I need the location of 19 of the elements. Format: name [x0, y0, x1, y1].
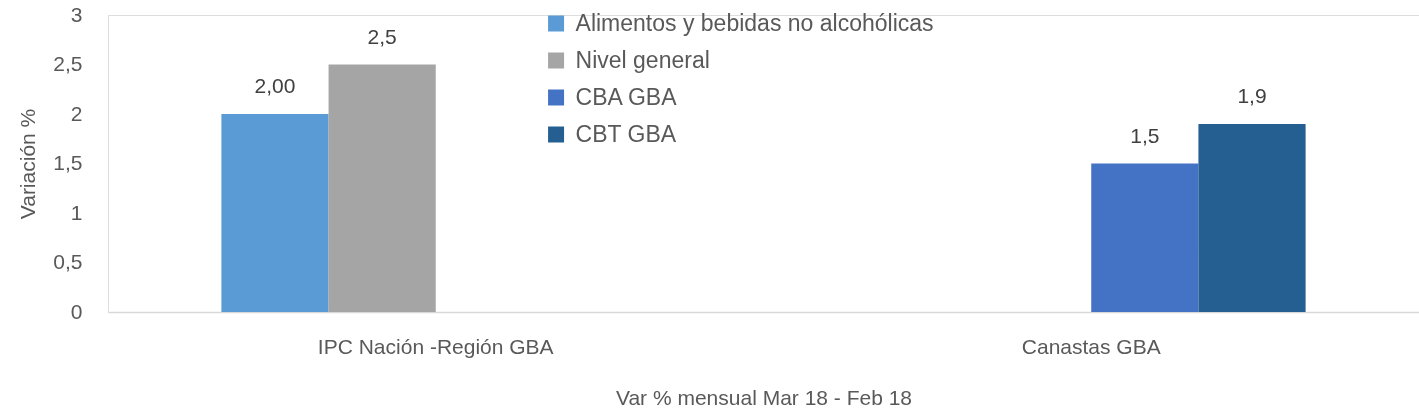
x-tick-label: IPC Nación -Región GBA [317, 334, 554, 358]
legend-label: Nivel general [575, 46, 710, 73]
y-tick-label: 1,5 [53, 151, 83, 174]
data-label: 1,5 [1130, 123, 1160, 147]
y-axis-title: Variación % [16, 108, 40, 220]
x-axis-title: Var % mensual Mar 18 - Feb 18 [615, 385, 913, 409]
y-tick-label: 2,5 [53, 52, 83, 75]
legend-label: Alimentos y bebidas no alcohólicas [575, 9, 934, 36]
y-tick-label: 2 [70, 101, 83, 125]
x-tick-label: Canastas GBA [1021, 334, 1161, 358]
legend-label: CBT GBA [575, 120, 677, 147]
data-label: 2,00 [254, 74, 296, 97]
y-tick-label: 0,5 [53, 250, 83, 273]
data-label: 1,9 [1237, 83, 1267, 107]
y-tick-label: 3 [70, 2, 83, 26]
data-label: 2,5 [367, 24, 397, 48]
y-tick-label: 0 [70, 299, 83, 323]
legend-label: CBA GBA [575, 83, 678, 110]
y-tick-label: 1 [70, 200, 83, 224]
